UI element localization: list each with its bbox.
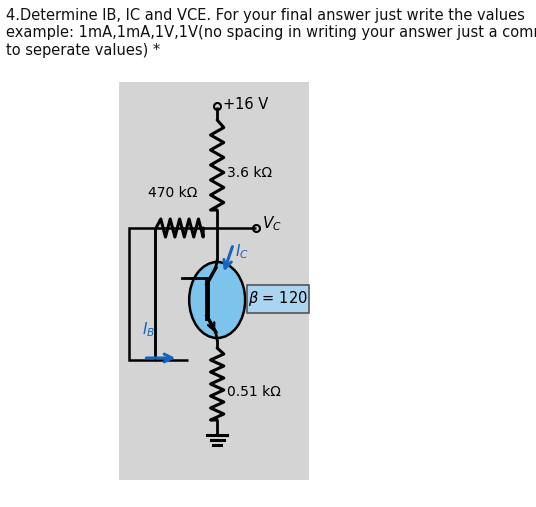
Text: 0.51 kΩ: 0.51 kΩ (227, 385, 281, 399)
Text: 4.Determine IB, IC and VCE. For your final answer just write the values
example:: 4.Determine IB, IC and VCE. For your fin… (6, 8, 536, 58)
Text: $V_C$: $V_C$ (262, 214, 282, 233)
Text: 470 kΩ: 470 kΩ (147, 186, 197, 200)
Text: $\beta$ = 120: $\beta$ = 120 (248, 289, 308, 308)
Circle shape (189, 262, 245, 338)
Bar (129, 228, 154, 360)
Text: $I_B$: $I_B$ (142, 320, 155, 339)
Bar (119, 82, 309, 480)
Text: +16 V: +16 V (223, 96, 269, 112)
Text: 3.6 kΩ: 3.6 kΩ (227, 166, 272, 180)
Text: $I_C$: $I_C$ (235, 243, 249, 261)
FancyBboxPatch shape (247, 285, 309, 313)
